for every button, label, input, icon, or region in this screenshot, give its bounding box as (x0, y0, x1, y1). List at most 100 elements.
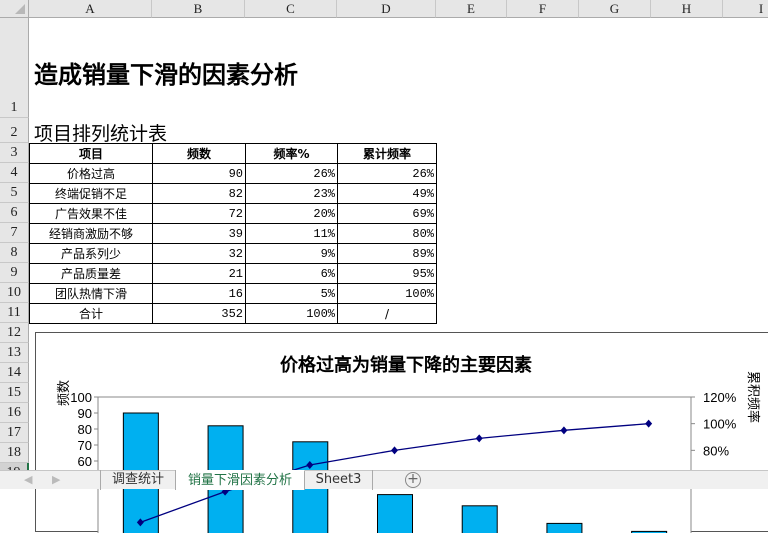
row-header-16[interactable]: 16 (0, 403, 29, 423)
y2-tick-label: 100% (703, 417, 737, 432)
line-marker-3 (306, 461, 314, 469)
tab-survey[interactable]: 调查统计 (100, 470, 176, 490)
item-cell[interactable]: 产品质量差 (29, 263, 153, 284)
y-tick-label: 60 (78, 454, 92, 469)
column-header-D[interactable]: D (337, 0, 436, 18)
rate-cell[interactable]: 100% (245, 303, 338, 324)
row-header-18[interactable]: 18 (0, 443, 29, 463)
row-header-15[interactable]: 15 (0, 383, 29, 403)
cumulative-cell[interactable]: 100% (337, 283, 437, 304)
table-row: 价格过高 90 26% 26% (29, 163, 437, 184)
line-marker-5 (475, 434, 483, 443)
rate-cell[interactable]: 9% (245, 243, 338, 264)
cumulative-cell[interactable]: 69% (337, 203, 437, 224)
line-marker-6 (560, 426, 568, 435)
add-sheet-icon[interactable]: + (405, 472, 421, 488)
item-cell[interactable]: 广告效果不佳 (29, 203, 153, 224)
row-header-8[interactable]: 8 (0, 243, 29, 263)
column-header-G[interactable]: G (579, 0, 651, 18)
table-row: 终端促销不足 82 23% 49% (29, 183, 437, 204)
bar-6 (546, 522, 583, 533)
rate-cell[interactable]: 26% (245, 163, 338, 184)
column-header-I[interactable]: I (723, 0, 768, 18)
scroll-right-icon[interactable]: ▶ (52, 473, 61, 486)
row-header-2[interactable]: 2 (0, 118, 29, 143)
row-header-11[interactable]: 11 (0, 303, 29, 323)
item-cell[interactable]: 终端促销不足 (29, 183, 153, 204)
scroll-left-icon[interactable]: ◀ (24, 473, 33, 486)
item-cell[interactable]: 团队热情下滑 (29, 283, 153, 304)
column-header-B[interactable]: B (152, 0, 245, 18)
bar-4 (377, 494, 413, 533)
table-header-row: 项目 频数 频率% 累计频率 (29, 143, 437, 164)
select-all-corner[interactable] (0, 0, 29, 18)
row-header-3[interactable]: 3 (0, 143, 29, 163)
y-tick-label: 90 (78, 406, 92, 421)
line-marker-7 (645, 419, 653, 428)
row-header-14[interactable]: 14 (0, 363, 29, 383)
row-header-1[interactable]: 1 (0, 18, 29, 118)
item-cell[interactable]: 价格过高 (29, 163, 153, 184)
row-header-13[interactable]: 13 (0, 343, 29, 363)
frequency-cell[interactable]: 352 (152, 303, 246, 324)
table-subtitle: 项目排列统计表 (34, 123, 168, 145)
cumulative-cell[interactable]: 95% (337, 263, 437, 284)
column-header-A[interactable]: A (29, 0, 152, 18)
cumulative-cell[interactable]: 89% (337, 243, 437, 264)
pareto-chart[interactable]: 价格过高为销量下降的主要因素 1009080706050120%100%80%6… (35, 332, 768, 533)
rate-cell[interactable]: 11% (245, 223, 338, 244)
cumulative-cell[interactable]: / (337, 303, 437, 324)
frequency-cell[interactable]: 39 (152, 223, 246, 244)
row-header-6[interactable]: 6 (0, 203, 29, 223)
y2-tick-label: 80% (703, 443, 729, 458)
y2-axis-label: 累积频率 (745, 371, 761, 423)
bar-5 (461, 505, 498, 533)
header-item[interactable]: 项目 (29, 143, 153, 164)
column-header-C[interactable]: C (245, 0, 337, 18)
row-header-10[interactable]: 10 (0, 283, 29, 303)
cumulative-cell[interactable]: 26% (337, 163, 437, 184)
y-tick-label: 80 (78, 422, 92, 437)
cumulative-cell[interactable]: 80% (337, 223, 437, 244)
sheet-tab-bar: ◀ ▶ 调查统计 销量下滑因素分析 Sheet3 + (0, 470, 768, 490)
frequency-cell[interactable]: 21 (152, 263, 246, 284)
row-header-9[interactable]: 9 (0, 263, 29, 283)
y2-tick-label: 120% (703, 390, 737, 405)
chart-title: 价格过高为销量下降的主要因素 (280, 355, 532, 376)
rate-cell[interactable]: 23% (245, 183, 338, 204)
frequency-cell[interactable]: 16 (152, 283, 246, 304)
item-cell[interactable]: 合计 (29, 303, 153, 324)
table-row: 经销商激励不够 39 11% 80% (29, 223, 437, 244)
row-header-12[interactable]: 12 (0, 323, 29, 343)
frequency-cell[interactable]: 90 (152, 163, 246, 184)
rate-cell[interactable]: 5% (245, 283, 338, 304)
header-frequency[interactable]: 频数 (152, 143, 246, 164)
tab-analysis[interactable]: 销量下滑因素分析 (176, 470, 305, 490)
table-row: 团队热情下滑 16 5% 100% (29, 283, 437, 304)
row-header-4[interactable]: 4 (0, 163, 29, 183)
column-header-E[interactable]: E (436, 0, 507, 18)
rate-cell[interactable]: 6% (245, 263, 338, 284)
tab-sheet3[interactable]: Sheet3 (305, 470, 373, 490)
frequency-cell[interactable]: 82 (152, 183, 246, 204)
rate-cell[interactable]: 20% (245, 203, 338, 224)
line-marker-4 (391, 446, 398, 455)
column-header-H[interactable]: H (651, 0, 723, 18)
frequency-cell[interactable]: 32 (152, 243, 246, 264)
stats-table: 项目 频数 频率% 累计频率 价格过高 90 26% 26% 终端促销不足 82 23% 49… (29, 143, 437, 324)
table-row: 合计 352 100% / (29, 303, 437, 324)
row-header-7[interactable]: 7 (0, 223, 29, 243)
item-cell[interactable]: 产品系列少 (29, 243, 153, 264)
header-cumulative[interactable]: 累计频率 (337, 143, 437, 164)
cumulative-cell[interactable]: 49% (337, 183, 437, 204)
sheet-title: 造成销量下滑的因素分析 (34, 61, 298, 89)
table-row: 产品质量差 21 6% 95% (29, 263, 437, 284)
column-header-F[interactable]: F (507, 0, 579, 18)
row-header-5[interactable]: 5 (0, 183, 29, 203)
row-header-17[interactable]: 17 (0, 423, 29, 443)
frequency-cell[interactable]: 72 (152, 203, 246, 224)
table-row: 产品系列少 32 9% 89% (29, 243, 437, 264)
y-tick-label: 100 (70, 390, 92, 405)
item-cell[interactable]: 经销商激励不够 (29, 223, 153, 244)
header-rate[interactable]: 频率% (245, 143, 338, 164)
